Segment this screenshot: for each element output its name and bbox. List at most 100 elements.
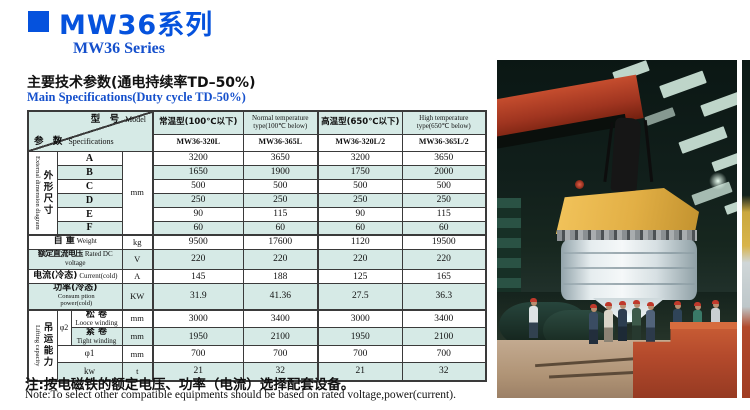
spec-table: 型 号 Model 参 数 Specifications 常温型(100℃以下) N… [27,110,487,382]
value-cell: 3000 [317,308,403,329]
value-cell: 165 [401,269,487,285]
unit-cell: mm [121,327,154,347]
unit-cell: V [121,248,154,271]
coil-band [563,252,695,254]
crane-trolley [573,60,667,126]
row-label: 自 重 Weight [27,234,123,250]
unit-cell: kg [121,234,154,250]
value-cell: 700 [242,345,319,364]
value-cell: 115 [401,206,487,222]
corner-model-label: 型 号 Model [90,114,146,125]
skylight [711,150,737,172]
value-cell: 3400 [242,308,319,329]
value-cell: 115 [242,206,319,222]
value-cell: 500 [317,178,403,194]
value-cell: 32 [401,362,487,382]
row-label: 紧 卷 Tight winding [70,327,123,347]
value-cell: 41.36 [242,283,319,311]
note-cn: 注:按电磁铁的额定电压、功率（电流）选择配套设备。 [25,377,355,393]
dimension-group-label: External dimension diagram外形尺寸 [27,150,58,236]
coil-band [563,267,695,269]
spec-heading-cn: 主要技术参数(通电持续率TD–50%) [27,75,256,91]
value-cell: 3200 [317,150,403,166]
model-header: MW36-320L/2 [317,133,403,152]
value-cell: 1900 [242,164,319,180]
value-cell: 3400 [401,308,487,329]
worker-figure [646,302,655,342]
lifting-electromagnet [555,188,699,234]
model-header: MW36-320L [152,133,244,152]
value-cell: 27.5 [317,283,403,311]
magnet-pole-plate [557,230,697,241]
value-cell: 220 [152,248,244,271]
row-label: 额定直流电压 Rated DC voltage [27,248,123,271]
type-header: Normal temperature type(100℃ below) [242,110,319,135]
unit-cell: mm [121,150,154,236]
row-label: B [56,164,123,180]
value-cell: 500 [152,178,244,194]
value-cell: 500 [242,178,319,194]
skylight [724,198,737,215]
row-label: D [56,192,123,208]
value-cell: 220 [317,248,403,271]
note-en: Note:To select other compatible equipmen… [25,389,456,401]
value-cell: 1950 [152,327,244,347]
value-cell: 60 [152,220,244,236]
value-cell: 60 [242,220,319,236]
adjacent-photo-sliver [742,60,750,398]
row-label: φ1 [56,345,123,364]
value-cell: 1650 [152,164,244,180]
value-cell: 250 [152,192,244,208]
worker-figure [618,301,627,341]
lifting-group-label: Lifting capacity吊运能力 [27,308,58,382]
model-header: MW36-365L [242,133,319,152]
worker-figure [589,304,598,344]
value-cell: 1950 [317,327,403,347]
value-cell: 21 [317,362,403,382]
value-cell: 250 [242,192,319,208]
worker-figure [604,302,613,342]
value-cell: 1750 [317,164,403,180]
worker-figure [529,298,538,338]
value-cell: 21 [152,362,244,382]
corner-cell: 型 号 Model 参 数 Specifications [27,110,154,152]
type-header: 高温型(650℃以下) [317,110,403,135]
row-label: E [56,206,123,222]
section-bullet-icon [28,11,49,32]
row-label: 电流(冷态) Current(cold) [27,269,123,285]
value-cell: 250 [401,192,487,208]
crane-hook [610,117,642,193]
value-cell: 2000 [401,164,487,180]
value-cell: 220 [242,248,319,271]
value-cell: 1120 [317,234,403,250]
value-cell: 31.9 [152,283,244,311]
value-cell: 700 [152,345,244,364]
value-cell: 145 [152,269,244,285]
coil-band [563,283,695,285]
value-cell: 2100 [401,327,487,347]
value-cell: 220 [401,248,487,271]
value-cell: 60 [317,220,403,236]
type-header: 常温型(100℃以下) [152,110,244,135]
value-cell: 17600 [242,234,319,250]
value-cell: 19500 [401,234,487,250]
value-cell: 90 [317,206,403,222]
unit-cell: A [121,269,154,285]
value-cell: 3200 [152,150,244,166]
worker-figure [632,300,641,340]
value-cell: 125 [317,269,403,285]
value-cell: 250 [317,192,403,208]
product-photo [497,60,737,398]
lifted-steel-coil [561,240,697,300]
page-subtitle: MW36 Series [73,40,165,57]
value-cell: 3000 [152,308,244,329]
model-header: MW36-365L/2 [401,133,487,152]
value-cell: 3650 [242,150,319,166]
page-title: MW36系列 [59,10,214,41]
value-cell: 700 [317,345,403,364]
skylight [678,126,728,154]
value-cell: 60 [401,220,487,236]
unit-cell: mm [121,308,154,329]
skylight [700,91,737,117]
value-cell: 36.3 [401,283,487,311]
